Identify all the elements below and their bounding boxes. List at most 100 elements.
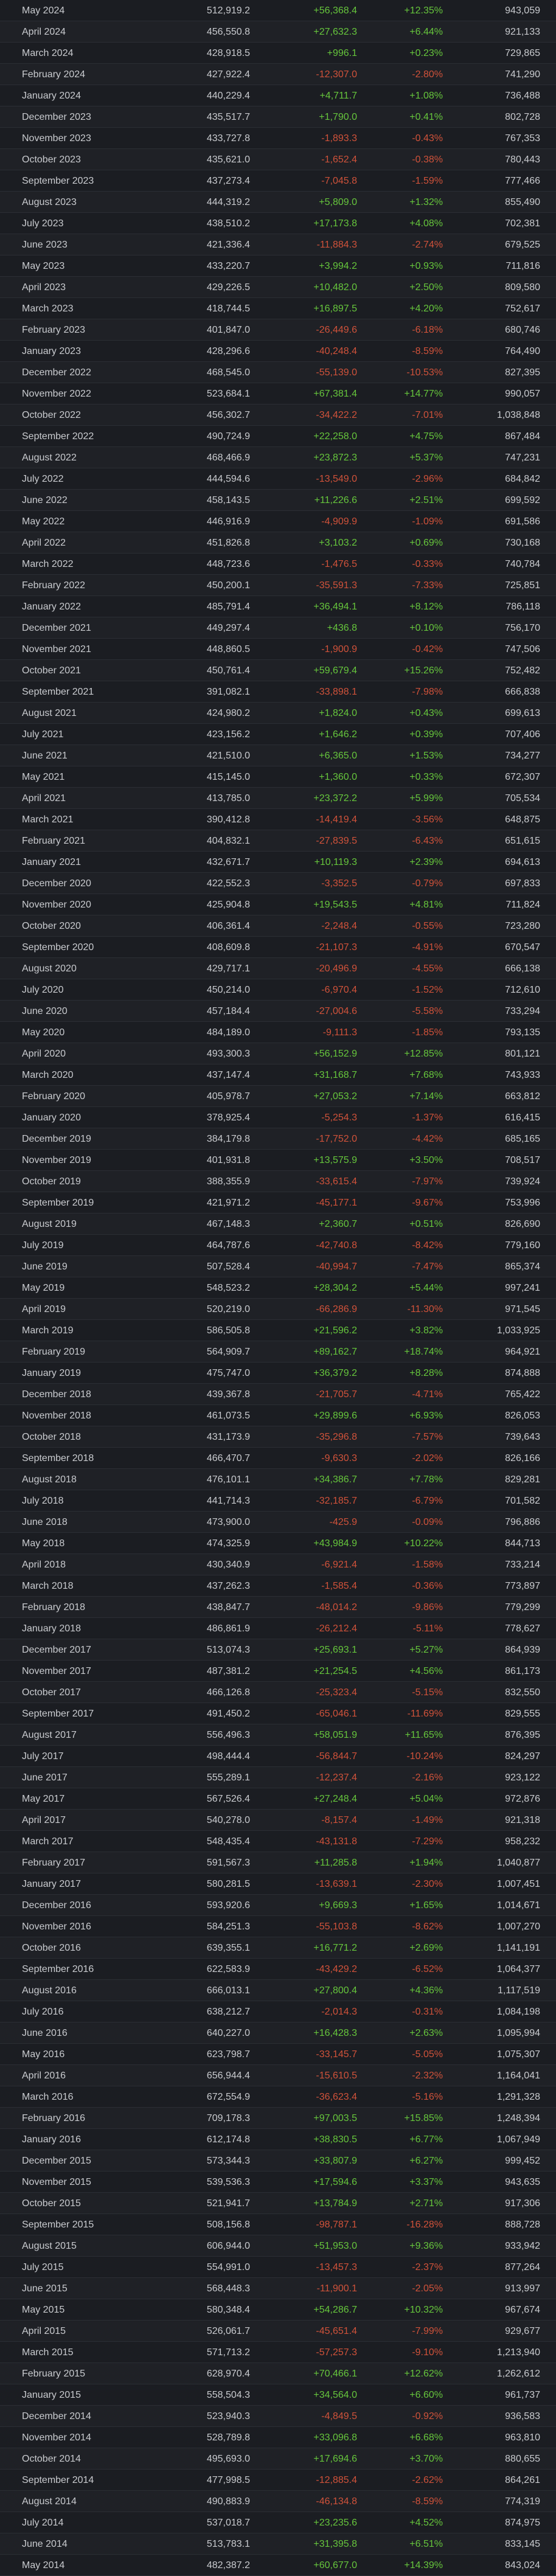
gain-cell: -13,457.3 [316, 2262, 357, 2272]
month-cell: July 2023 [22, 218, 64, 229]
percent-gain-cell: +3.70% [409, 2454, 443, 2464]
percent-gain-cell: +5.27% [409, 1645, 443, 1655]
gain-cell: +56,368.4 [313, 5, 357, 16]
avg-players-cell: 507,528.4 [206, 1262, 250, 1272]
peak-players-cell: 756,170 [505, 623, 540, 633]
table-row: July 2019 464,787.6 -42,740.8 -8.42% 779,160 [0, 1235, 556, 1256]
percent-gain-cell: +18.74% [404, 1347, 443, 1357]
percent-gain-cell: -0.43% [412, 133, 443, 144]
peak-players-cell: 1,164,041 [496, 2071, 540, 2081]
month-cell: May 2016 [22, 2049, 65, 2060]
gain-cell: -1,476.5 [321, 559, 357, 569]
avg-players-cell: 568,448.3 [206, 2283, 250, 2294]
peak-players-cell: 773,897 [505, 1581, 540, 1591]
gain-cell: -45,651.4 [316, 2326, 357, 2336]
gain-cell: -11,884.3 [316, 240, 357, 250]
peak-players-cell: 1,007,270 [496, 1922, 540, 1932]
percent-gain-cell: +0.10% [409, 623, 443, 633]
table-row: April 2020 493,300.3 +56,152.9 +12.85% 801,1… [0, 1043, 556, 1064]
gain-cell: +16,771.2 [313, 1943, 357, 1953]
percent-gain-cell: +3.37% [409, 2177, 443, 2187]
gain-cell: +97,003.5 [313, 2113, 357, 2123]
gain-cell: +43,984.9 [313, 1538, 357, 1549]
gain-cell: +11,226.6 [314, 495, 357, 505]
percent-gain-cell: +8.28% [409, 1368, 443, 1378]
avg-players-cell: 378,925.4 [206, 1113, 250, 1123]
peak-players-cell: 733,214 [505, 1560, 540, 1570]
percent-gain-cell: -1.52% [412, 985, 443, 995]
table-row: March 2019 586,505.8 +21,596.2 +3.82% 1,033,… [0, 1320, 556, 1341]
month-cell: May 2015 [22, 2305, 65, 2315]
avg-players-cell: 444,319.2 [206, 197, 250, 207]
table-row: September 2023 437,273.4 -7,045.8 -1.59% 777… [0, 170, 556, 192]
table-row: September 2016 622,583.9 -43,429.2 -6.52% 1,… [0, 1959, 556, 1980]
percent-gain-cell: -4.42% [412, 1134, 443, 1144]
gain-cell: +10,119.3 [314, 857, 357, 867]
month-cell: November 2017 [22, 1666, 91, 1676]
table-row: July 2022 444,594.6 -13,549.0 -2.96% 684,842 [0, 468, 556, 490]
table-row: November 2014 528,789.8 +33,096.8 +6.68% 963… [0, 2427, 556, 2448]
table-row: August 2022 468,466.9 +23,872.3 +5.37% 747,2… [0, 447, 556, 468]
avg-players-cell: 421,510.0 [206, 751, 250, 761]
month-cell: November 2022 [22, 389, 91, 399]
avg-players-cell: 428,918.5 [206, 48, 250, 58]
month-cell: February 2018 [22, 1602, 86, 1613]
avg-players-cell: 450,761.4 [206, 665, 250, 676]
table-row: June 2017 555,289.1 -12,237.4 -2.16% 923,122 [0, 1767, 556, 1788]
avg-players-cell: 558,504.3 [206, 2390, 250, 2400]
table-row: September 2022 490,724.9 +22,258.0 +4.75% 86… [0, 426, 556, 447]
gain-cell: -6,970.4 [321, 985, 357, 995]
avg-players-cell: 448,860.5 [206, 644, 250, 654]
avg-players-cell: 548,435.4 [206, 1836, 250, 1847]
month-cell: September 2022 [22, 431, 94, 442]
avg-players-cell: 435,517.7 [206, 112, 250, 122]
percent-gain-cell: +7.78% [409, 1474, 443, 1485]
month-cell: June 2015 [22, 2283, 68, 2294]
peak-players-cell: 917,306 [505, 2198, 540, 2209]
month-cell: August 2017 [22, 1730, 77, 1740]
percent-gain-cell: +0.33% [409, 772, 443, 782]
gain-cell: +56,152.9 [313, 1049, 357, 1059]
gain-cell: -46,134.8 [316, 2496, 357, 2507]
avg-players-cell: 390,412.8 [206, 814, 250, 825]
peak-players-cell: 779,299 [505, 1602, 540, 1613]
month-cell: August 2023 [22, 197, 77, 207]
gain-cell: +27,248.4 [313, 1794, 357, 1804]
percent-gain-cell: +4.20% [409, 304, 443, 314]
percent-gain-cell: +0.43% [409, 708, 443, 718]
table-row: January 2017 580,281.5 -13,639.1 -2.30% 1,00… [0, 1873, 556, 1895]
table-row: July 2018 441,714.3 -32,185.7 -6.79% 701,582 [0, 1490, 556, 1512]
avg-players-cell: 429,717.1 [206, 963, 250, 974]
month-cell: July 2021 [22, 729, 64, 740]
peak-players-cell: 729,865 [505, 48, 540, 58]
table-row: December 2020 422,552.3 -3,352.5 -0.79% 697,… [0, 873, 556, 894]
avg-players-cell: 457,184.4 [206, 1006, 250, 1016]
gain-cell: -13,639.1 [316, 1879, 357, 1889]
avg-players-cell: 456,302.7 [206, 410, 250, 420]
avg-players-cell: 556,496.3 [206, 1730, 250, 1740]
percent-gain-cell: +6.60% [409, 2390, 443, 2400]
table-row: April 2018 430,340.9 -6,921.4 -1.58% 733,214 [0, 1554, 556, 1575]
avg-players-cell: 606,944.0 [206, 2241, 250, 2251]
month-cell: April 2015 [22, 2326, 66, 2336]
month-cell: August 2018 [22, 1474, 77, 1485]
gain-cell: +29,899.6 [313, 1411, 357, 1421]
peak-players-cell: 723,280 [505, 921, 540, 931]
avg-players-cell: 656,944.4 [206, 2071, 250, 2081]
peak-players-cell: 796,886 [505, 1517, 540, 1527]
month-cell: June 2019 [22, 1262, 68, 1272]
peak-players-cell: 877,264 [505, 2262, 540, 2272]
month-cell: July 2016 [22, 2007, 64, 2017]
table-row: January 2024 440,229.4 +4,711.7 +1.08% 736,4… [0, 85, 556, 106]
percent-gain-cell: +4.75% [409, 431, 443, 442]
peak-players-cell: 725,851 [505, 580, 540, 591]
percent-gain-cell: +1.08% [409, 91, 443, 101]
avg-players-cell: 539,536.3 [206, 2177, 250, 2187]
month-cell: August 2019 [22, 1219, 77, 1229]
peak-players-cell: 666,138 [505, 963, 540, 974]
percent-gain-cell: -10.53% [406, 367, 443, 378]
percent-gain-cell: -8.59% [412, 346, 443, 356]
peak-players-cell: 679,525 [505, 240, 540, 250]
avg-players-cell: 433,727.8 [206, 133, 250, 144]
